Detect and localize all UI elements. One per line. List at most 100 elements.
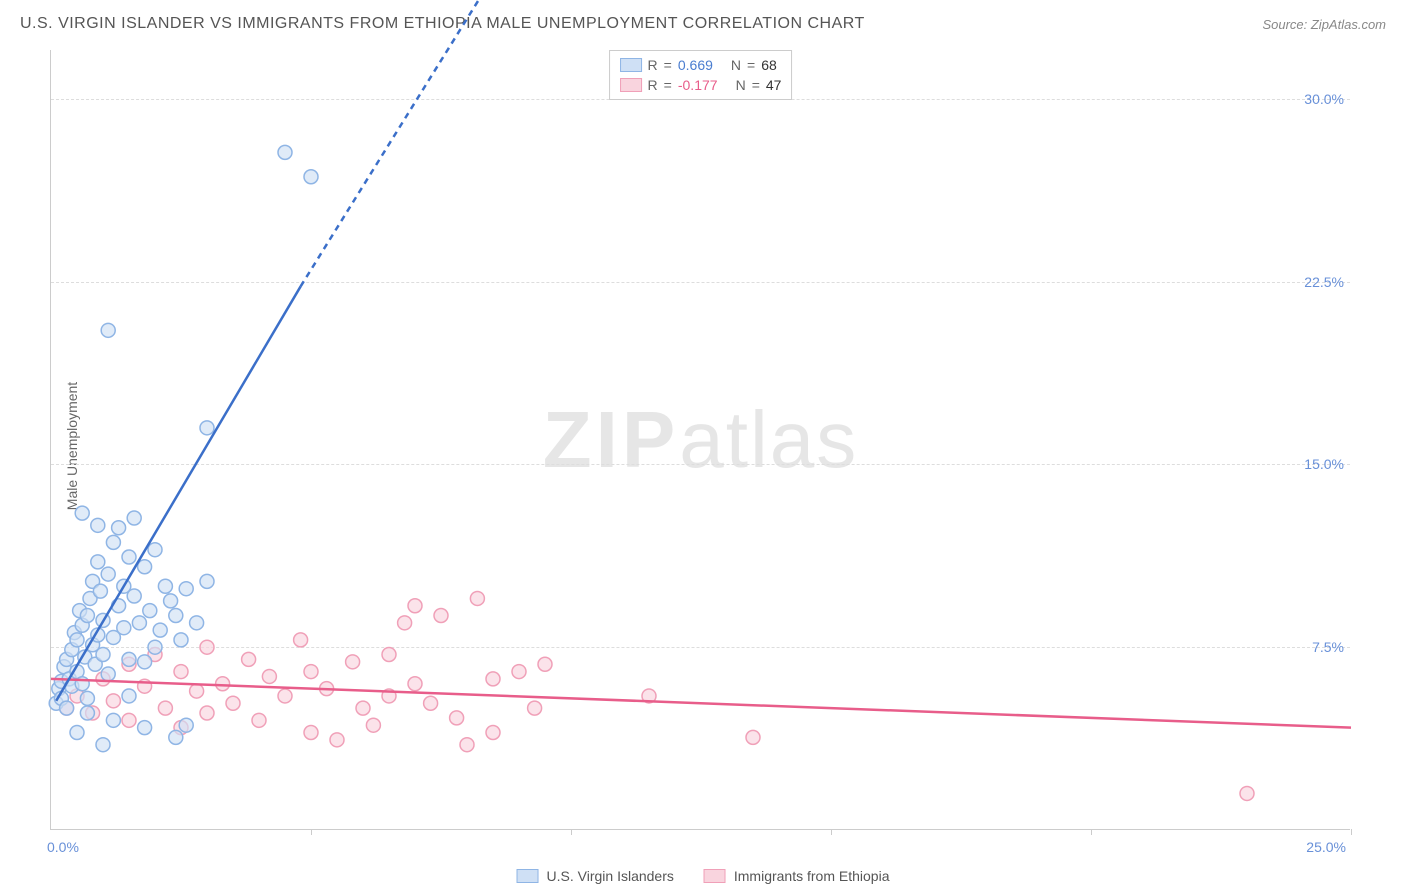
scatter-point-a xyxy=(75,506,89,520)
n-label-b: N xyxy=(736,77,746,93)
scatter-point-a xyxy=(138,721,152,735)
scatter-point-a xyxy=(200,421,214,435)
scatter-point-b xyxy=(460,738,474,752)
chart-title: U.S. VIRGIN ISLANDER VS IMMIGRANTS FROM … xyxy=(20,15,865,33)
r-label-b: R xyxy=(648,77,658,93)
scatter-point-b xyxy=(216,677,230,691)
scatter-point-a xyxy=(80,609,94,623)
scatter-point-b xyxy=(424,696,438,710)
swatch-a-icon xyxy=(620,58,642,72)
scatter-point-b xyxy=(294,633,308,647)
scatter-point-b xyxy=(512,665,526,679)
scatter-point-b xyxy=(356,701,370,715)
scatter-point-a xyxy=(169,609,183,623)
scatter-point-b xyxy=(486,726,500,740)
scatter-point-a xyxy=(106,713,120,727)
chart-svg xyxy=(51,50,1350,829)
correlation-row-a: R = 0.669 N = 68 xyxy=(620,55,782,75)
swatch-b-icon xyxy=(620,78,642,92)
scatter-point-b xyxy=(382,648,396,662)
trend-line-a-dash xyxy=(301,0,493,286)
correlation-row-b: R = -0.177 N = 47 xyxy=(620,75,782,95)
scatter-point-b xyxy=(470,591,484,605)
scatter-point-a xyxy=(122,652,136,666)
scatter-point-b xyxy=(304,665,318,679)
scatter-point-b xyxy=(252,713,266,727)
x-tick xyxy=(1351,829,1352,835)
correlation-legend: R = 0.669 N = 68 R = -0.177 N = 47 xyxy=(609,50,793,100)
scatter-point-a xyxy=(190,616,204,630)
x-tick-label-max: 25.0% xyxy=(1306,839,1346,855)
scatter-point-a xyxy=(164,594,178,608)
trend-line-b xyxy=(51,679,1351,728)
scatter-point-b xyxy=(434,609,448,623)
scatter-point-b xyxy=(1240,786,1254,800)
x-tick-label-min: 0.0% xyxy=(47,839,79,855)
scatter-point-a xyxy=(200,574,214,588)
scatter-point-a xyxy=(158,579,172,593)
scatter-point-a xyxy=(179,582,193,596)
swatch-b-icon xyxy=(704,869,726,883)
scatter-point-a xyxy=(96,648,110,662)
x-tick xyxy=(311,829,312,835)
scatter-point-b xyxy=(278,689,292,703)
legend-item-b: Immigrants from Ethiopia xyxy=(704,868,890,884)
scatter-point-a xyxy=(143,604,157,618)
scatter-point-a xyxy=(91,518,105,532)
legend-label-b: Immigrants from Ethiopia xyxy=(734,868,890,884)
scatter-point-a xyxy=(70,633,84,647)
n-value-b: 47 xyxy=(766,77,782,93)
scatter-point-a xyxy=(179,718,193,732)
x-tick xyxy=(1091,829,1092,835)
scatter-point-a xyxy=(278,145,292,159)
scatter-point-a xyxy=(122,550,136,564)
n-value-a: 68 xyxy=(761,57,777,73)
swatch-a-icon xyxy=(517,869,539,883)
scatter-point-a xyxy=(174,633,188,647)
eq-na: = xyxy=(747,57,755,73)
scatter-point-a xyxy=(148,640,162,654)
scatter-point-b xyxy=(174,665,188,679)
scatter-point-a xyxy=(101,567,115,581)
r-value-b: -0.177 xyxy=(678,77,718,93)
scatter-point-b xyxy=(122,713,136,727)
r-label-a: R xyxy=(648,57,658,73)
scatter-point-a xyxy=(93,584,107,598)
scatter-point-a xyxy=(112,521,126,535)
scatter-point-a xyxy=(91,555,105,569)
plot-area: ZIPatlas 7.5%15.0%22.5%30.0% 0.0% 25.0% … xyxy=(50,50,1350,830)
x-tick xyxy=(571,829,572,835)
scatter-point-b xyxy=(346,655,360,669)
scatter-point-b xyxy=(366,718,380,732)
scatter-point-a xyxy=(60,701,74,715)
source-attribution: Source: ZipAtlas.com xyxy=(1262,17,1386,32)
scatter-point-b xyxy=(486,672,500,686)
scatter-point-b xyxy=(746,730,760,744)
scatter-point-a xyxy=(117,621,131,635)
scatter-point-b xyxy=(200,706,214,720)
legend-item-a: U.S. Virgin Islanders xyxy=(517,868,674,884)
scatter-point-b xyxy=(158,701,172,715)
series-legend: U.S. Virgin Islanders Immigrants from Et… xyxy=(517,868,890,884)
scatter-point-b xyxy=(242,652,256,666)
x-tick xyxy=(831,829,832,835)
scatter-point-b xyxy=(226,696,240,710)
n-label-a: N xyxy=(731,57,741,73)
scatter-point-b xyxy=(262,669,276,683)
eq-nb: = xyxy=(752,77,760,93)
scatter-point-b xyxy=(330,733,344,747)
scatter-point-b xyxy=(528,701,542,715)
scatter-point-a xyxy=(80,706,94,720)
scatter-point-a xyxy=(169,730,183,744)
scatter-point-a xyxy=(148,543,162,557)
legend-label-a: U.S. Virgin Islanders xyxy=(547,868,674,884)
scatter-point-b xyxy=(408,599,422,613)
scatter-point-b xyxy=(538,657,552,671)
scatter-point-a xyxy=(304,170,318,184)
scatter-point-a xyxy=(138,655,152,669)
scatter-point-b xyxy=(398,616,412,630)
scatter-point-a xyxy=(153,623,167,637)
scatter-point-b xyxy=(304,726,318,740)
eq-b: = xyxy=(664,77,672,93)
scatter-point-a xyxy=(127,511,141,525)
